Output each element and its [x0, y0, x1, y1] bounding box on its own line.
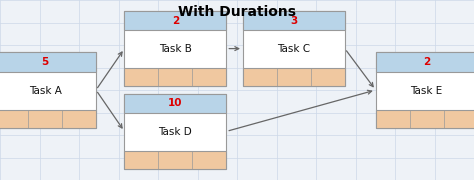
Bar [124, 11, 227, 86]
Bar [124, 11, 227, 30]
Bar [0, 52, 96, 72]
Text: Task A: Task A [28, 86, 62, 96]
Bar [124, 94, 227, 113]
Bar [243, 11, 345, 86]
Text: 10: 10 [168, 98, 182, 108]
Text: Task B: Task B [159, 44, 192, 54]
Bar [243, 68, 345, 86]
Text: 3: 3 [290, 16, 298, 26]
Text: Task E: Task E [410, 86, 443, 96]
Text: 5: 5 [41, 57, 49, 67]
Bar [375, 52, 474, 72]
Text: Task D: Task D [158, 127, 192, 137]
Bar [375, 110, 474, 128]
Bar [124, 151, 227, 169]
Text: Task C: Task C [277, 44, 310, 54]
Bar [0, 52, 96, 128]
Bar [243, 11, 345, 30]
Bar [124, 94, 227, 169]
Text: 2: 2 [172, 16, 179, 26]
Bar [124, 68, 227, 86]
Text: With Durations: With Durations [178, 5, 296, 19]
Text: 2: 2 [423, 57, 430, 67]
Bar [0, 110, 96, 128]
Bar [375, 52, 474, 128]
